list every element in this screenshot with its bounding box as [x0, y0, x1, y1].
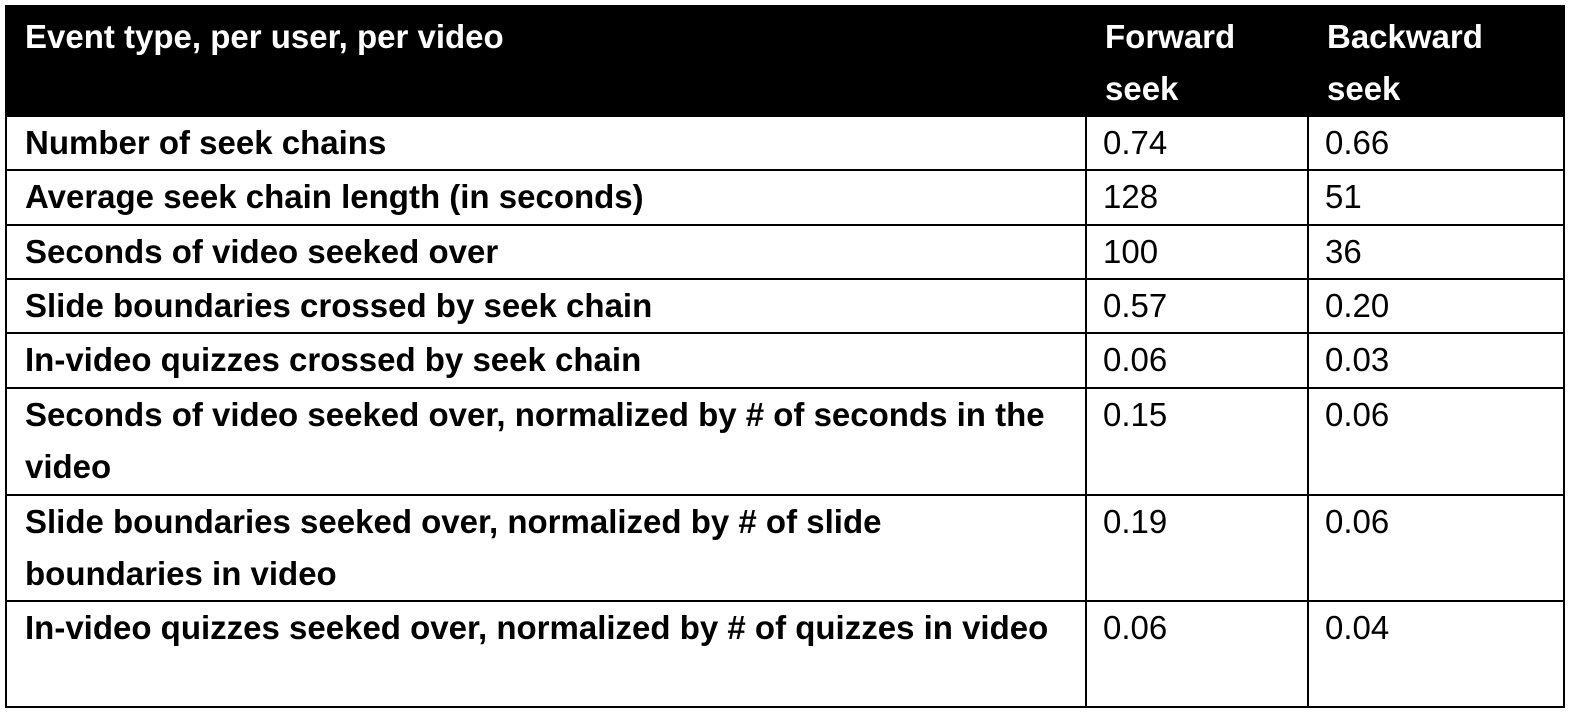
header-row: Event type, per user, per video Forward … — [5, 5, 1565, 117]
row-label: In-video quizzes crossed by seek chain — [5, 332, 1087, 389]
header-event-type: Event type, per user, per video — [5, 5, 1087, 117]
row-label: Slide boundaries seeked over, normalized… — [5, 493, 1087, 603]
row-label: Seconds of video seeked over, normalized… — [5, 386, 1087, 496]
forward-seek-value: 128 — [1085, 169, 1309, 226]
backward-seek-value: 51 — [1307, 169, 1565, 226]
forward-seek-value: 0.06 — [1085, 332, 1309, 389]
seek-statistics-table: Event type, per user, per video Forward … — [5, 5, 1565, 708]
header-forward-seek: Forward seek — [1085, 5, 1309, 117]
backward-seek-value: 0.20 — [1307, 278, 1565, 335]
row-label: Slide boundaries crossed by seek chain — [5, 278, 1087, 335]
row-label: Seconds of video seeked over — [5, 223, 1087, 281]
table-row: Average seek chain length (in seconds) 1… — [5, 169, 1565, 226]
row-label: Average seek chain length (in seconds) — [5, 169, 1087, 226]
forward-seek-value: 0.19 — [1085, 493, 1309, 603]
table-row: Slide boundaries seeked over, normalized… — [5, 493, 1565, 603]
table-row: Seconds of video seeked over 100 36 — [5, 223, 1565, 281]
table-body: Number of seek chains 0.74 0.66 Average … — [5, 114, 1565, 708]
seek-statistics-table-container: Event type, per user, per video Forward … — [5, 5, 1565, 708]
backward-seek-value: 0.06 — [1307, 386, 1565, 496]
header-backward-seek: Backward seek — [1307, 5, 1565, 117]
table-row: Slide boundaries crossed by seek chain 0… — [5, 278, 1565, 335]
backward-seek-value: 36 — [1307, 223, 1565, 281]
backward-seek-value: 0.66 — [1307, 114, 1565, 172]
forward-seek-value: 100 — [1085, 223, 1309, 281]
forward-seek-value: 0.15 — [1085, 386, 1309, 496]
table-row: Seconds of video seeked over, normalized… — [5, 386, 1565, 496]
forward-seek-value: 0.06 — [1085, 600, 1309, 708]
backward-seek-value: 0.04 — [1307, 600, 1565, 708]
forward-seek-value: 0.74 — [1085, 114, 1309, 172]
row-label: Number of seek chains — [5, 114, 1087, 172]
table-row: In-video quizzes seeked over, normalized… — [5, 600, 1565, 708]
table-row: Number of seek chains 0.74 0.66 — [5, 114, 1565, 172]
backward-seek-value: 0.06 — [1307, 493, 1565, 603]
forward-seek-value: 0.57 — [1085, 278, 1309, 335]
table-header: Event type, per user, per video Forward … — [5, 5, 1565, 117]
row-label: In-video quizzes seeked over, normalized… — [5, 600, 1087, 708]
backward-seek-value: 0.03 — [1307, 332, 1565, 389]
table-row: In-video quizzes crossed by seek chain 0… — [5, 332, 1565, 389]
